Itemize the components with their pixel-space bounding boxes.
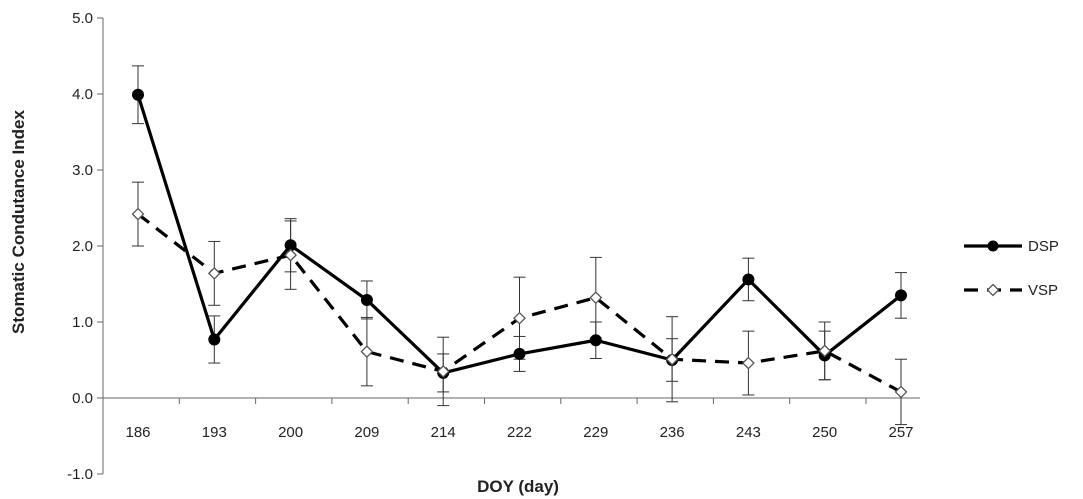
y-tick-label: 3.0: [72, 162, 93, 179]
x-tick-label: 257: [888, 424, 913, 441]
dsp-legend-marker: [987, 240, 999, 252]
x-tick-label: 209: [354, 424, 379, 441]
x-tick-label: 229: [583, 424, 608, 441]
dsp-point: [208, 333, 221, 346]
vsp-point: [589, 291, 603, 305]
dsp-point: [360, 293, 373, 306]
error-bars: [132, 65, 907, 426]
vsp-point: [284, 248, 298, 262]
series-markers: [131, 88, 908, 399]
vsp-point: [436, 364, 450, 378]
vsp-point: [665, 352, 679, 366]
vsp-point: [131, 207, 145, 221]
y-tick-label: 4.0: [72, 86, 93, 103]
vsp-legend-marker: [986, 283, 1000, 297]
vsp-legend-label: VSP: [1028, 282, 1058, 299]
y-axis-title: Stomatic Condutance Index: [9, 110, 28, 334]
x-tick-label: 186: [125, 424, 150, 441]
dsp-point: [132, 88, 144, 101]
vsp-point: [818, 344, 832, 358]
axes: [102, 18, 920, 474]
y-tick-label: 2.0: [72, 238, 93, 255]
x-tick-label: 193: [202, 424, 227, 441]
dsp-point: [742, 273, 755, 286]
x-axis-ticks: 186 193 200 209 214 222 229 236 243 250 257: [102, 398, 914, 441]
y-tick-label: 1.0: [72, 314, 93, 331]
vsp-point: [360, 345, 374, 359]
y-tick-label: 0.0: [72, 390, 93, 407]
x-axis-title: DOY (day): [477, 477, 559, 496]
vsp-point: [207, 266, 221, 280]
x-tick-label: 243: [736, 424, 761, 441]
vsp-point: [513, 311, 526, 325]
x-tick-label: 236: [660, 424, 685, 441]
x-tick-label: 200: [278, 424, 303, 441]
y-tick-label: 5.0: [72, 10, 93, 27]
legend: DSP VSP: [964, 238, 1059, 299]
vsp-point: [741, 356, 755, 370]
dsp-point: [513, 347, 526, 360]
dsp-point: [589, 334, 602, 347]
y-tick-label: -1.0: [67, 466, 93, 483]
y-axis-ticks: -1.0 0.0 1.0 2.0 3.0 4.0 5.0: [67, 10, 103, 483]
x-tick-label: 222: [507, 424, 532, 441]
vsp-point: [894, 385, 908, 399]
x-tick-label: 250: [812, 424, 837, 441]
dsp-point: [895, 289, 907, 302]
x-tick-label: 214: [431, 424, 456, 441]
dsp-legend-label: DSP: [1028, 238, 1059, 255]
